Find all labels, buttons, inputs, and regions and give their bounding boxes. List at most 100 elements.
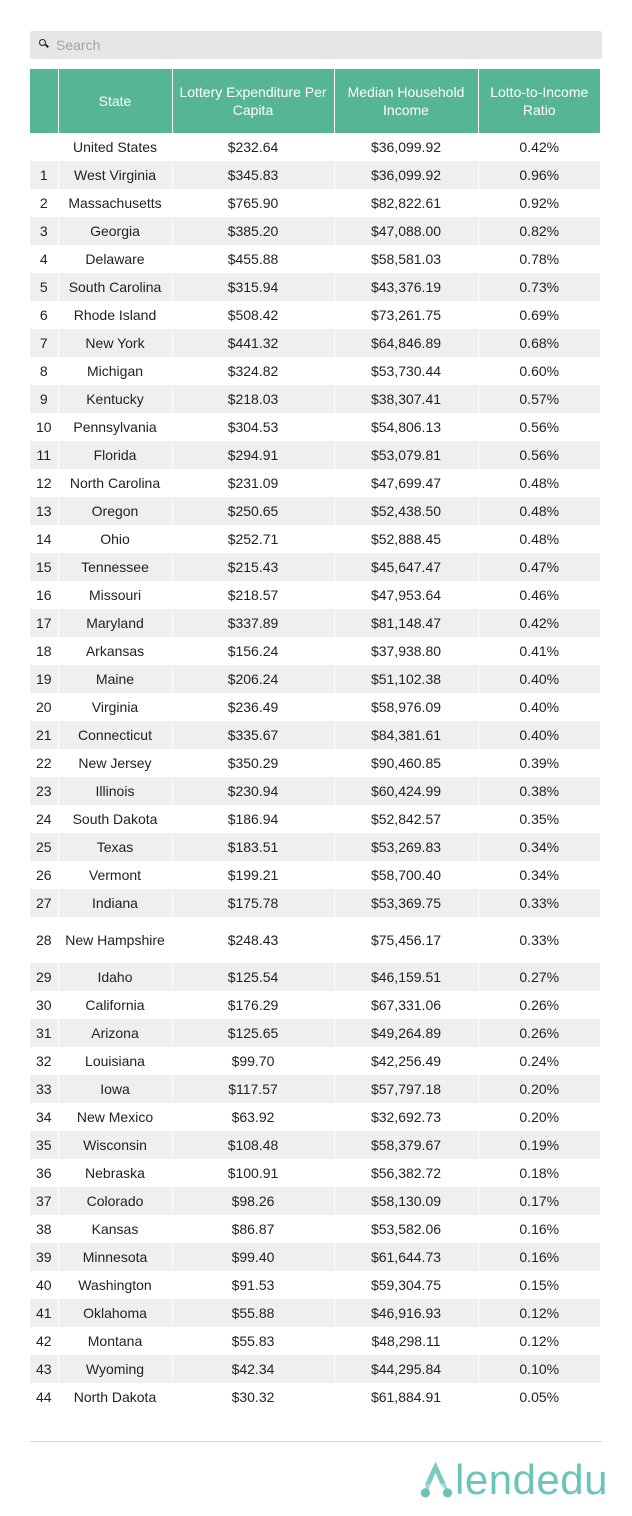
lottery-expenditure-cell: $385.20 — [172, 217, 335, 245]
state-cell: Connecticut — [58, 721, 173, 749]
ratio-cell: 0.40% — [478, 665, 600, 693]
lottery-expenditure-cell: $55.88 — [172, 1299, 335, 1327]
rank-cell: 11 — [30, 441, 59, 469]
ratio-cell: 0.41% — [478, 637, 600, 665]
table-row: 43 Wyoming $42.34 $44,295.84 0.10% — [30, 1355, 600, 1383]
state-cell: Minnesota — [58, 1243, 173, 1271]
state-cell: United States — [58, 133, 173, 161]
lottery-expenditure-cell: $294.91 — [172, 441, 335, 469]
ratio-cell: 0.18% — [478, 1159, 600, 1187]
ratio-column-header[interactable]: Lotto-to-Income Ratio — [478, 69, 600, 133]
ratio-cell: 0.73% — [478, 273, 600, 301]
state-cell: New York — [58, 329, 173, 357]
state-cell: New Hampshire — [58, 917, 173, 963]
ratio-cell: 0.46% — [478, 581, 600, 609]
state-cell: California — [58, 991, 173, 1019]
state-cell: Nebraska — [58, 1159, 173, 1187]
lottery-expenditure-cell: $206.24 — [172, 665, 335, 693]
ratio-cell: 0.39% — [478, 749, 600, 777]
rank-cell: 8 — [30, 357, 59, 385]
lottery-expenditure-cell: $315.94 — [172, 273, 335, 301]
table-row: 17 Maryland $337.89 $81,148.47 0.42% — [30, 609, 600, 637]
lottery-expenditure-cell: $441.32 — [172, 329, 335, 357]
lottery-expenditure-cell: $42.34 — [172, 1355, 335, 1383]
lottery-expenditure-cell: $765.90 — [172, 189, 335, 217]
median-income-cell: $52,888.45 — [334, 525, 479, 553]
table-row: 13 Oregon $250.65 $52,438.50 0.48% — [30, 497, 600, 525]
rank-cell: 29 — [30, 963, 59, 991]
ratio-cell: 0.82% — [478, 217, 600, 245]
median-income-cell: $67,331.06 — [334, 991, 479, 1019]
state-cell: Indiana — [58, 889, 173, 917]
ratio-cell: 0.40% — [478, 721, 600, 749]
state-cell: Wyoming — [58, 1355, 173, 1383]
rank-column-header[interactable] — [30, 69, 59, 133]
median-income-cell: $53,582.06 — [334, 1215, 479, 1243]
lottery-expenditure-cell: $100.91 — [172, 1159, 335, 1187]
median-income-cell: $46,159.51 — [334, 963, 479, 991]
table-row: 24 South Dakota $186.94 $52,842.57 0.35% — [30, 805, 600, 833]
lottery-expenditure-cell: $99.70 — [172, 1047, 335, 1075]
median-income-cell: $90,460.85 — [334, 749, 479, 777]
search-bar[interactable] — [30, 31, 602, 59]
lottery-expenditure-cell: $231.09 — [172, 469, 335, 497]
rank-cell: 16 — [30, 581, 59, 609]
median-income-cell: $61,644.73 — [334, 1243, 479, 1271]
state-cell: New Mexico — [58, 1103, 173, 1131]
state-cell: Ohio — [58, 525, 173, 553]
lottery-expenditure-cell: $455.88 — [172, 245, 335, 273]
rank-cell: 19 — [30, 665, 59, 693]
ratio-cell: 0.34% — [478, 861, 600, 889]
lottery-expenditure-cell: $183.51 — [172, 833, 335, 861]
lottery-expenditure-cell: $63.92 — [172, 1103, 335, 1131]
search-icon — [36, 31, 56, 59]
table-row: 25 Texas $183.51 $53,269.83 0.34% — [30, 833, 600, 861]
table-row: 22 New Jersey $350.29 $90,460.85 0.39% — [30, 749, 600, 777]
ratio-cell: 0.05% — [478, 1383, 600, 1411]
state-cell: Iowa — [58, 1075, 173, 1103]
state-cell: Colorado — [58, 1187, 173, 1215]
lottery-expenditure-cell: $98.26 — [172, 1187, 335, 1215]
rank-cell: 36 — [30, 1159, 59, 1187]
rank-cell: 28 — [30, 917, 59, 963]
median-income-cell: $59,304.75 — [334, 1271, 479, 1299]
search-input[interactable] — [54, 31, 602, 59]
rank-cell — [30, 133, 59, 161]
table-row: 37 Colorado $98.26 $58,130.09 0.17% — [30, 1187, 600, 1215]
lottery-expenditure-column-header[interactable]: Lottery Expenditure Per Capita — [172, 69, 335, 133]
table-row: 8 Michigan $324.82 $53,730.44 0.60% — [30, 357, 600, 385]
ratio-cell: 0.42% — [478, 133, 600, 161]
rank-cell: 22 — [30, 749, 59, 777]
table-row: 31 Arizona $125.65 $49,264.89 0.26% — [30, 1019, 600, 1047]
state-column-header[interactable]: State — [58, 69, 173, 133]
median-income-cell: $52,438.50 — [334, 497, 479, 525]
median-income-cell: $64,846.89 — [334, 329, 479, 357]
table-row: 9 Kentucky $218.03 $38,307.41 0.57% — [30, 385, 600, 413]
rank-cell: 37 — [30, 1187, 59, 1215]
table-row: 30 California $176.29 $67,331.06 0.26% — [30, 991, 600, 1019]
median-income-cell: $58,130.09 — [334, 1187, 479, 1215]
table-row: 19 Maine $206.24 $51,102.38 0.40% — [30, 665, 600, 693]
median-income-cell: $58,976.09 — [334, 693, 479, 721]
rank-cell: 38 — [30, 1215, 59, 1243]
rank-cell: 17 — [30, 609, 59, 637]
ratio-cell: 0.57% — [478, 385, 600, 413]
table-row: 1 West Virginia $345.83 $36,099.92 0.96% — [30, 161, 600, 189]
ratio-cell: 0.92% — [478, 189, 600, 217]
rank-cell: 12 — [30, 469, 59, 497]
rank-cell: 21 — [30, 721, 59, 749]
median-income-cell: $56,382.72 — [334, 1159, 479, 1187]
ratio-cell: 0.48% — [478, 497, 600, 525]
median-income-cell: $48,298.11 — [334, 1327, 479, 1355]
table-row: 10 Pennsylvania $304.53 $54,806.13 0.56% — [30, 413, 600, 441]
ratio-cell: 0.38% — [478, 777, 600, 805]
lottery-expenditure-cell: $335.67 — [172, 721, 335, 749]
median-income-cell: $57,797.18 — [334, 1075, 479, 1103]
ratio-cell: 0.69% — [478, 301, 600, 329]
table-row: 18 Arkansas $156.24 $37,938.80 0.41% — [30, 637, 600, 665]
median-income-cell: $36,099.92 — [334, 133, 479, 161]
median-income-column-header[interactable]: Median Household Income — [334, 69, 479, 133]
lottery-expenditure-cell: $117.57 — [172, 1075, 335, 1103]
median-income-cell: $58,700.40 — [334, 861, 479, 889]
state-cell: Illinois — [58, 777, 173, 805]
